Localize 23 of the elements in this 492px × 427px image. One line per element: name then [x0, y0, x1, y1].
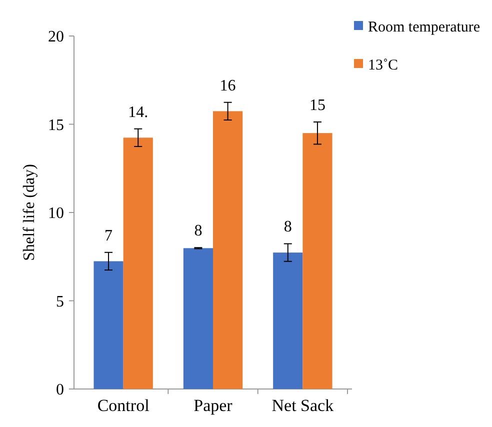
x-tick-label: Control [97, 396, 150, 415]
y-tick-label: 5 [56, 293, 64, 310]
y-tick-label: 10 [48, 205, 64, 222]
y-axis-title: Shelf life (day) [21, 164, 38, 261]
x-tick-label: Paper [194, 396, 233, 415]
y-tick-label: 0 [56, 382, 64, 399]
bar [273, 252, 303, 389]
legend-label: 13˚C [368, 57, 398, 74]
bar [123, 138, 153, 389]
bar [213, 111, 243, 389]
legend-label: Room temperature [368, 19, 480, 36]
data-label: 14. [128, 104, 148, 121]
data-label: 16 [220, 77, 236, 94]
data-label: 7 [104, 227, 113, 244]
bar [94, 261, 124, 389]
y-tick-label: 15 [48, 116, 64, 134]
x-tick-label: Net Sack [272, 396, 334, 415]
bar [183, 248, 213, 389]
data-label: 8 [194, 222, 202, 240]
y-tick-label: 20 [48, 28, 64, 46]
bar [302, 133, 332, 389]
data-label: 8 [284, 218, 292, 236]
data-label: 15 [309, 96, 326, 114]
